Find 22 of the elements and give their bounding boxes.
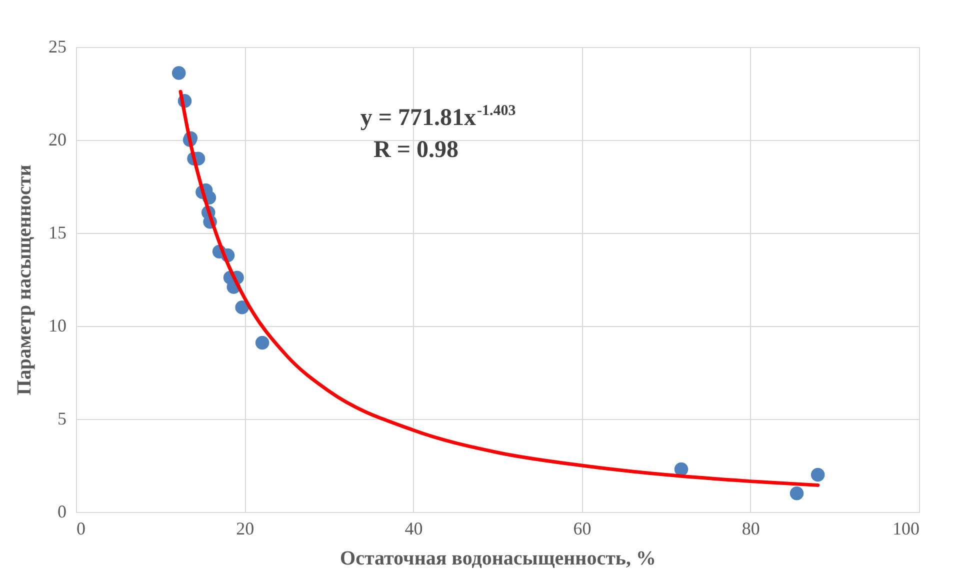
- y-tick-label: 25: [48, 36, 66, 56]
- x-tick-label: 0: [76, 518, 86, 538]
- y-tick-label: 15: [48, 222, 66, 242]
- x-tick-label: 60: [573, 518, 592, 538]
- y-tick-label: 10: [48, 316, 66, 336]
- y-tick-label: 5: [58, 408, 66, 428]
- line-series: [178, 90, 820, 487]
- x-tick-label: 80: [742, 518, 760, 538]
- point: [674, 462, 688, 476]
- x-axis-title: Остаточная водонасыщенность, %: [340, 548, 656, 570]
- point: [235, 300, 249, 314]
- x-tick-label: 40: [404, 518, 423, 538]
- point: [255, 336, 270, 350]
- annotation: R = 0.98: [373, 137, 459, 163]
- x-tick-label: 100: [892, 518, 920, 538]
- y-tick-label: 0: [58, 502, 66, 522]
- y-axis-title: Параметр насыщенности: [14, 164, 36, 396]
- x-tick-label: 20: [236, 518, 254, 538]
- point: [810, 468, 825, 482]
- point: [790, 486, 804, 500]
- y-tick-label: 20: [48, 130, 66, 150]
- point: [172, 66, 186, 80]
